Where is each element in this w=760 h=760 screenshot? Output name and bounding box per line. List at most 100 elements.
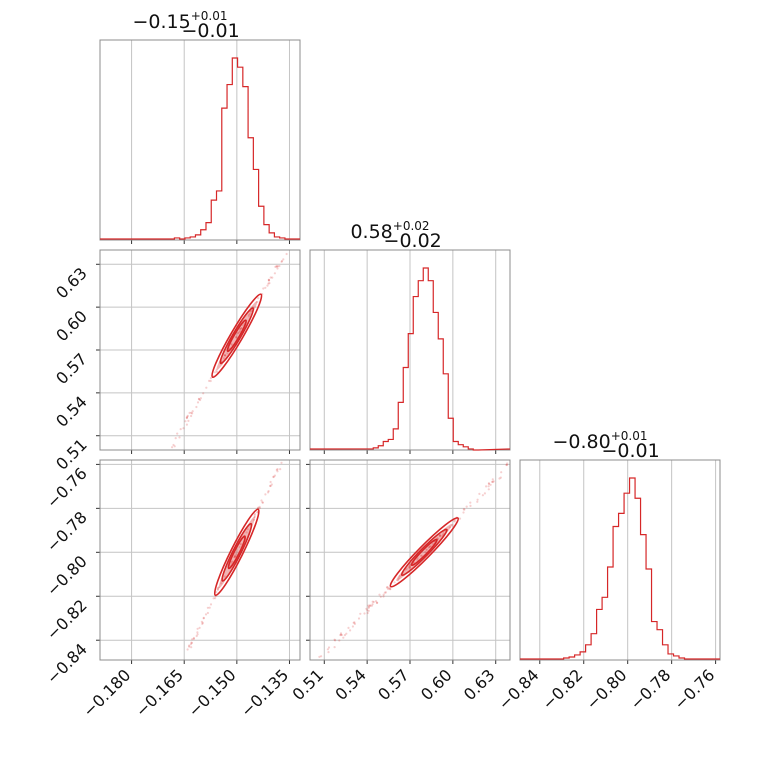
pair-2-sample (451, 524, 454, 527)
pair-2-sample (367, 604, 370, 607)
pair-0-sample (184, 420, 187, 423)
pair-1-sample (233, 555, 236, 559)
pair-2-contour-0 (389, 517, 460, 588)
pair-2-sample (462, 511, 465, 514)
pair-2-sample (469, 504, 472, 507)
pair-2-sample (462, 508, 465, 511)
pair-2-sample (340, 633, 343, 637)
pair-1-sample (201, 622, 204, 626)
pair-0-sample (237, 332, 240, 335)
pair-2-sample (431, 543, 434, 546)
pair-1-sample (267, 490, 270, 493)
pair-1-sample (188, 645, 191, 648)
pair-1-sample (233, 554, 236, 557)
pair-0-contour-2 (226, 319, 247, 353)
pair-0-sample (247, 313, 250, 316)
pair-0-sample (190, 414, 193, 418)
x-ticklabel-0-1: −0.165 (132, 665, 187, 720)
pair-2-sample (359, 612, 362, 615)
pair-2-sample (375, 601, 379, 604)
pair-0-sample (185, 416, 188, 420)
y-ticklabel-1-2: 0.57 (52, 349, 91, 388)
x-ticklabel-0-3: −0.135 (237, 665, 292, 720)
pair-2-sample (370, 604, 373, 607)
pair-2-sample (366, 609, 369, 612)
pair-2-sample (367, 606, 370, 610)
pair-2-sample (416, 558, 419, 561)
pair-2-sample (485, 485, 488, 488)
pair-0-sample (240, 327, 243, 330)
pair-1-sample (209, 603, 213, 606)
pair-2-sample (338, 639, 341, 642)
pair-0-sample (226, 352, 229, 355)
pair-0-sample (202, 392, 205, 395)
pair-2-sample (408, 566, 411, 570)
pair-1-sample (196, 633, 199, 636)
y-ticklabel-1-3: 0.60 (52, 307, 91, 346)
pair-2-sample (476, 498, 479, 501)
hist-1-frame (309, 249, 511, 451)
pair-1-sample (214, 597, 217, 600)
pair-1-sample (206, 611, 209, 615)
pair-2-sample (428, 545, 431, 549)
pair-0-sample (275, 265, 278, 268)
pair-2-sample (463, 508, 466, 511)
pair-2-sample (505, 463, 508, 467)
hist-2-steps (519, 477, 721, 660)
pair-2-sample (491, 480, 494, 484)
pair-1-sample (273, 474, 276, 477)
pair-2-sample (420, 554, 423, 557)
pair-0-sample (178, 436, 181, 439)
pair-2-sample (339, 633, 343, 636)
pair-1-sample (233, 556, 236, 559)
pair-1-sample (252, 518, 256, 521)
pair-2-sample (378, 593, 381, 596)
pair-1-sample (191, 638, 194, 641)
hist-2-title-value: −0.80 (552, 431, 610, 453)
pair-2-sample (345, 632, 348, 635)
pair-2-sample (357, 617, 361, 620)
pair-1-contour-2 (227, 535, 246, 570)
pair-2-sample (448, 526, 452, 529)
pair-2-sample (408, 565, 412, 569)
pair-0-sample (235, 336, 238, 339)
hist-1-title-err-plus: +0.02 (393, 219, 430, 233)
pair-0-sample (222, 357, 225, 360)
pair-0-sample (262, 287, 265, 290)
pair-1-sample (276, 468, 279, 471)
pair-0-sample (190, 411, 193, 414)
pair-1-sample (216, 588, 219, 591)
pair-0-sample (276, 265, 279, 268)
pair-2-sample (353, 622, 356, 626)
pair-1-sample (206, 606, 209, 609)
pair-2-sample (439, 534, 442, 537)
pair-1-sample (238, 545, 241, 549)
pair-2-sample (439, 535, 442, 538)
pair-2-sample (353, 621, 356, 624)
pair-2-sample (389, 587, 392, 591)
pair-1-sample (267, 491, 270, 494)
pair-0-sample (185, 423, 188, 426)
pair-0-sample (280, 259, 284, 263)
pair-1-sample (202, 617, 205, 620)
pair-2-sample (389, 588, 392, 591)
pair-0-sample (238, 330, 241, 333)
x-ticklabel-1-0: 0.51 (288, 665, 327, 704)
pair-2-sample (372, 600, 375, 604)
pair-2-sample (386, 586, 389, 589)
pair-0-sample (240, 327, 243, 330)
pair-2-sample (481, 494, 484, 497)
pair-1-sample (212, 597, 215, 600)
pair-2-sample (465, 505, 468, 508)
pair-1-sample (190, 641, 193, 644)
x-ticklabel-2-1: −0.82 (538, 665, 586, 713)
pair-1-sample (256, 511, 259, 514)
pair-0-sample (247, 315, 250, 318)
pair-0-sample (276, 267, 279, 270)
pair-0-sample (205, 386, 208, 389)
pair-2-sample (397, 579, 400, 582)
pair-2-sample (419, 554, 423, 557)
pair-2-contour-1 (400, 528, 448, 577)
pair-1-sample (272, 475, 275, 479)
pair-2-sample (379, 595, 382, 598)
